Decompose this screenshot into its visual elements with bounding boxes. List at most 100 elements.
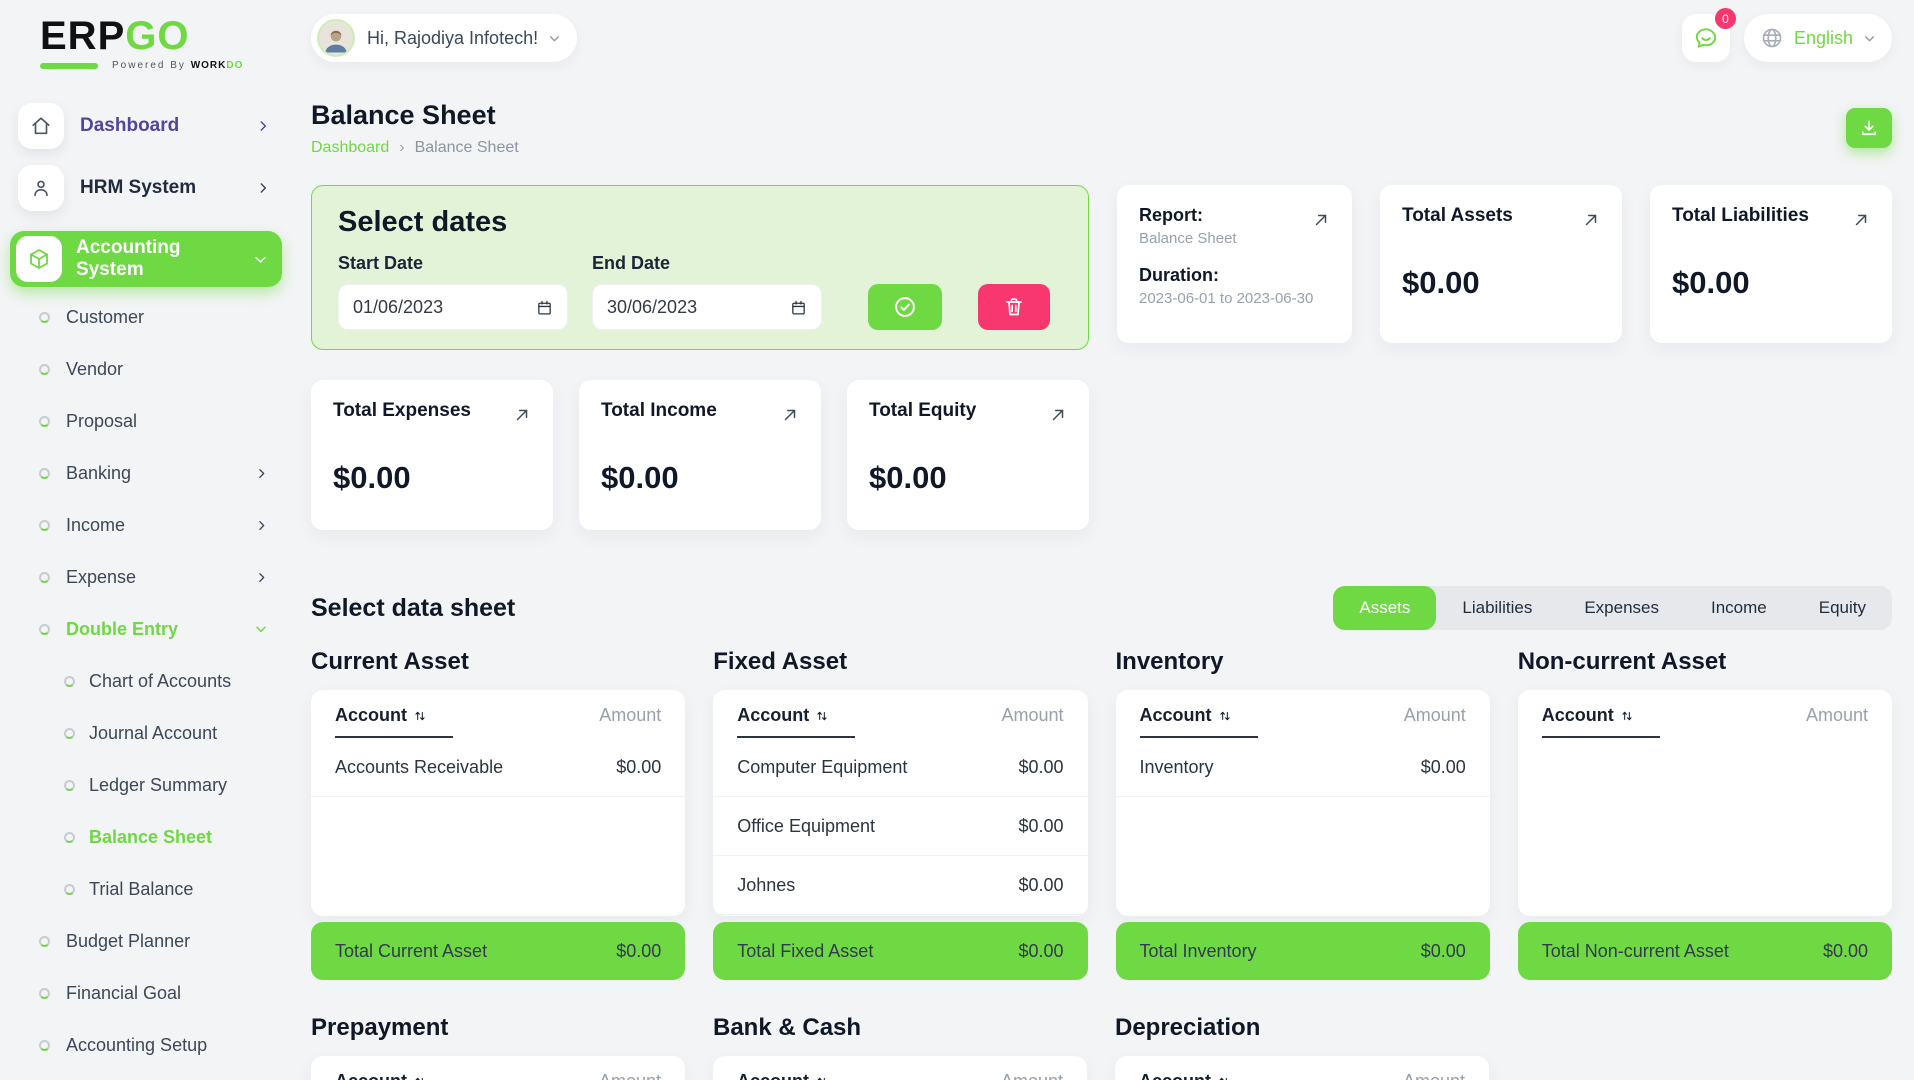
breadcrumb-dashboard-link[interactable]: Dashboard (311, 139, 390, 156)
bullet-icon (39, 363, 50, 375)
start-date-input[interactable]: 01/06/2023 (338, 284, 568, 330)
sidebar-item-label: Expense (66, 566, 137, 587)
amount-column-header[interactable]: Amount (1403, 1071, 1465, 1080)
sidebar-item-label: Journal Account (89, 722, 218, 743)
sidebar-item-label: Banking (66, 462, 132, 483)
chevron-down-icon (548, 32, 561, 45)
amount-column-header[interactable]: Amount (1001, 705, 1064, 725)
person-icon (18, 165, 64, 211)
tab-equity[interactable]: Equity (1818, 598, 1866, 617)
sidebar-item-accounting-system[interactable]: Accounting System (10, 231, 282, 287)
amount-column-header[interactable]: Amount (599, 705, 662, 725)
arrow-up-right-icon[interactable] (1049, 406, 1067, 424)
sidebar-item-hrm-system[interactable]: HRM System (0, 157, 292, 219)
arrow-up-right-icon[interactable] (1582, 211, 1600, 229)
sidebar-item-label: Balance Sheet (89, 826, 213, 847)
sidebar-item-label: Trial Balance (89, 878, 194, 899)
sidebar-item-label: Income (66, 514, 126, 535)
download-icon (1861, 120, 1877, 136)
bullet-icon (64, 727, 75, 739)
sidebar-item-financial-goal[interactable]: Financial Goal (0, 967, 292, 1019)
language-selector[interactable]: English (1743, 14, 1892, 62)
tab-expenses[interactable]: Expenses (1584, 598, 1659, 617)
sidebar-item-proposal[interactable]: Proposal (0, 395, 292, 447)
account-column-header[interactable]: Account (737, 705, 829, 726)
end-date-input[interactable]: 30/06/2023 (592, 284, 822, 330)
sidebar-item-chart-of-accounts[interactable]: Chart of Accounts (0, 655, 292, 707)
duration-label: Duration: (1139, 265, 1219, 285)
stat-value: $0.00 (1402, 265, 1480, 300)
sort-icon (1219, 1077, 1227, 1080)
amount-column-header[interactable]: Amount (1403, 705, 1466, 725)
trash-icon (1006, 298, 1022, 316)
sidebar-item-label: Customer (66, 306, 145, 327)
arrow-up-right-icon[interactable] (513, 406, 531, 424)
account-column-header[interactable]: Account (335, 705, 427, 726)
sidebar-item-label: Budget Planner (66, 930, 191, 951)
sheet-prepayment: Prepayment Account Amount (311, 1014, 685, 1080)
sheet-current-asset: Current Asset Account Amount Accounts Re… (311, 648, 686, 980)
chevron-down-icon (253, 252, 268, 267)
amount-column-header[interactable]: Amount (599, 1071, 661, 1080)
sidebar-item-accounting-setup[interactable]: Accounting Setup (0, 1019, 292, 1071)
download-button[interactable] (1846, 108, 1892, 148)
sidebar-item-customer[interactable]: Customer (0, 291, 292, 343)
tab-assets[interactable]: Assets (1333, 586, 1437, 630)
calendar-icon (538, 300, 551, 315)
chevron-down-icon (254, 622, 268, 636)
amount-column-header[interactable]: Amount (1001, 1071, 1063, 1080)
stat-value: $0.00 (1672, 265, 1750, 300)
sidebar-item-label: Double Entry (66, 618, 179, 639)
table-row: Johnes $0.00 (713, 856, 1088, 915)
breadcrumb-current: Balance Sheet (414, 139, 519, 156)
sidebar-item-expense[interactable]: Expense (0, 551, 292, 603)
account-column-header[interactable]: Account (1542, 705, 1634, 726)
sidebar-item-dashboard[interactable]: Dashboard (0, 95, 292, 157)
apply-filter-button[interactable] (868, 284, 942, 330)
sidebar-item-label: Vendor (66, 358, 124, 379)
user-menu[interactable]: Hi, Rajodiya Infotech! (311, 14, 578, 62)
tab-income[interactable]: Income (1711, 598, 1767, 617)
home-icon (18, 103, 64, 149)
bullet-icon (39, 571, 50, 583)
breadcrumb-separator: › (399, 139, 405, 156)
sheet-total-row: Total Current Asset $0.00 (311, 922, 686, 980)
calendar-icon (792, 300, 805, 315)
tab-liabilities[interactable]: Liabilities (1462, 598, 1533, 617)
globe-icon (1762, 28, 1782, 48)
chevron-right-icon (255, 467, 268, 480)
arrow-up-right-icon[interactable] (1312, 211, 1330, 229)
app-logo[interactable]: ERP GO Powered By WORKDO (0, 14, 292, 71)
sheet-title: Non-current Asset (1517, 648, 1727, 675)
sheet-title: Inventory (1115, 648, 1224, 675)
table-row: Computer Equipment $0.00 (713, 738, 1088, 797)
sidebar-item-income[interactable]: Income (0, 499, 292, 551)
end-date-label: End Date (592, 253, 671, 273)
messages-button[interactable]: 0 (1681, 8, 1736, 62)
notification-badge: 0 (1714, 8, 1736, 29)
clear-filter-button[interactable] (978, 284, 1050, 330)
sidebar-item-label: Chart of Accounts (89, 670, 232, 691)
sheet-total-row: Total Inventory $0.00 (1115, 922, 1490, 980)
sidebar-item-banking[interactable]: Banking (0, 447, 292, 499)
arrow-up-right-icon[interactable] (1852, 211, 1870, 229)
account-column-header[interactable]: Account (737, 1071, 829, 1080)
sidebar-item-journal-account[interactable]: Journal Account (0, 707, 292, 759)
account-column-header[interactable]: Account (1140, 705, 1232, 726)
account-column-header[interactable]: Account (335, 1071, 427, 1080)
select-dates-card: Select dates Start Date 01/06/2023 End D… (311, 185, 1089, 350)
sidebar-item-balance-sheet[interactable]: Balance Sheet (0, 811, 292, 863)
sidebar-item-vendor[interactable]: Vendor (0, 343, 292, 395)
report-label: Report: (1139, 205, 1203, 225)
arrow-up-right-icon[interactable] (781, 406, 799, 424)
account-column-header[interactable]: Account (1139, 1071, 1231, 1080)
sidebar-item-label: Dashboard (80, 115, 180, 136)
sort-icon (415, 1077, 423, 1080)
stat-card-total-expenses: Total Expenses $0.00 (311, 380, 553, 530)
sidebar-item-trial-balance[interactable]: Trial Balance (0, 863, 292, 915)
sidebar-item-double-entry[interactable]: Double Entry (0, 603, 292, 655)
sidebar-item-ledger-summary[interactable]: Ledger Summary (0, 759, 292, 811)
chat-icon (1695, 28, 1717, 48)
sidebar-item-budget-planner[interactable]: Budget Planner (0, 915, 292, 967)
amount-column-header[interactable]: Amount (1805, 705, 1868, 725)
